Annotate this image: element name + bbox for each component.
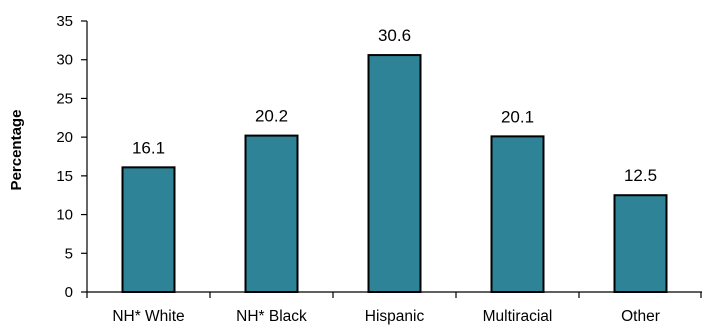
y-tick-label: 30: [56, 52, 73, 69]
labels-group: 16.1 NH* White 20.2 NH* Black 30.6 Hispanic 20…: [56, 13, 660, 325]
data-label: 16.1: [132, 138, 165, 157]
x-tick-label: Hispanic: [365, 308, 425, 325]
x-tick-label: Other: [621, 308, 660, 325]
data-label: 30.6: [378, 26, 411, 45]
x-tick-label: NH* White: [112, 308, 184, 325]
x-tick-label: NH* Black: [236, 308, 307, 325]
y-tick-label: 0: [65, 284, 73, 301]
y-tick-label: 15: [56, 168, 73, 185]
bar-multiracial: [490, 135, 545, 293]
y-axis-title: Percentage: [8, 110, 25, 191]
axes-group: [81, 20, 702, 298]
bar-nh-black: [244, 134, 299, 293]
bar-other: [613, 194, 668, 293]
y-tick-label: 20: [56, 129, 73, 146]
bar-hispanic: [367, 54, 422, 293]
y-tick-label: 25: [56, 90, 73, 107]
y-tick-label: 10: [56, 207, 73, 224]
data-label: 20.1: [501, 107, 534, 126]
y-tick-label: 35: [56, 13, 73, 30]
y-tick-label: 5: [65, 245, 73, 262]
x-tick-label: Multiracial: [483, 308, 553, 325]
bars-group: [121, 54, 668, 293]
data-label: 12.5: [624, 166, 657, 185]
data-label: 20.2: [255, 107, 288, 126]
bar-nh-white: [121, 166, 176, 293]
